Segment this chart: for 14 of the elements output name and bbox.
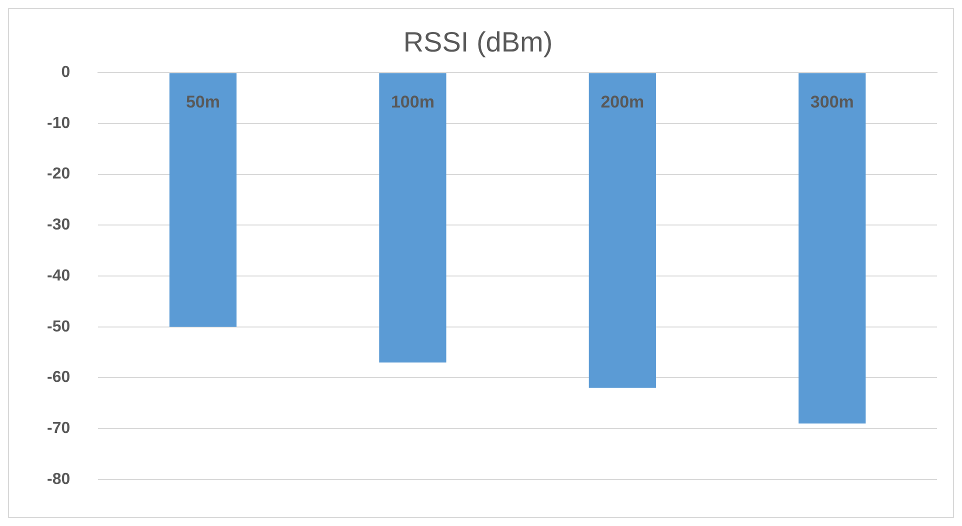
y-tick-label: -30 [47,216,70,234]
chart-title: RSSI (dBm) [403,26,553,58]
y-tick-label: -60 [47,369,70,386]
y-tick-label: -40 [47,267,70,284]
y-tick-label: -50 [47,318,70,336]
x-tick-label: 50m [186,92,220,112]
y-tick-label: -10 [47,114,70,132]
y-tick-label: -20 [47,166,70,183]
x-tick-label: 300m [810,92,854,112]
y-tick-label: 0 [61,64,70,82]
x-tick-label: 200m [600,92,644,112]
x-tick-label: 100m [390,92,434,112]
y-tick-label: -70 [47,420,70,437]
y-tick-label: -80 [47,470,70,488]
